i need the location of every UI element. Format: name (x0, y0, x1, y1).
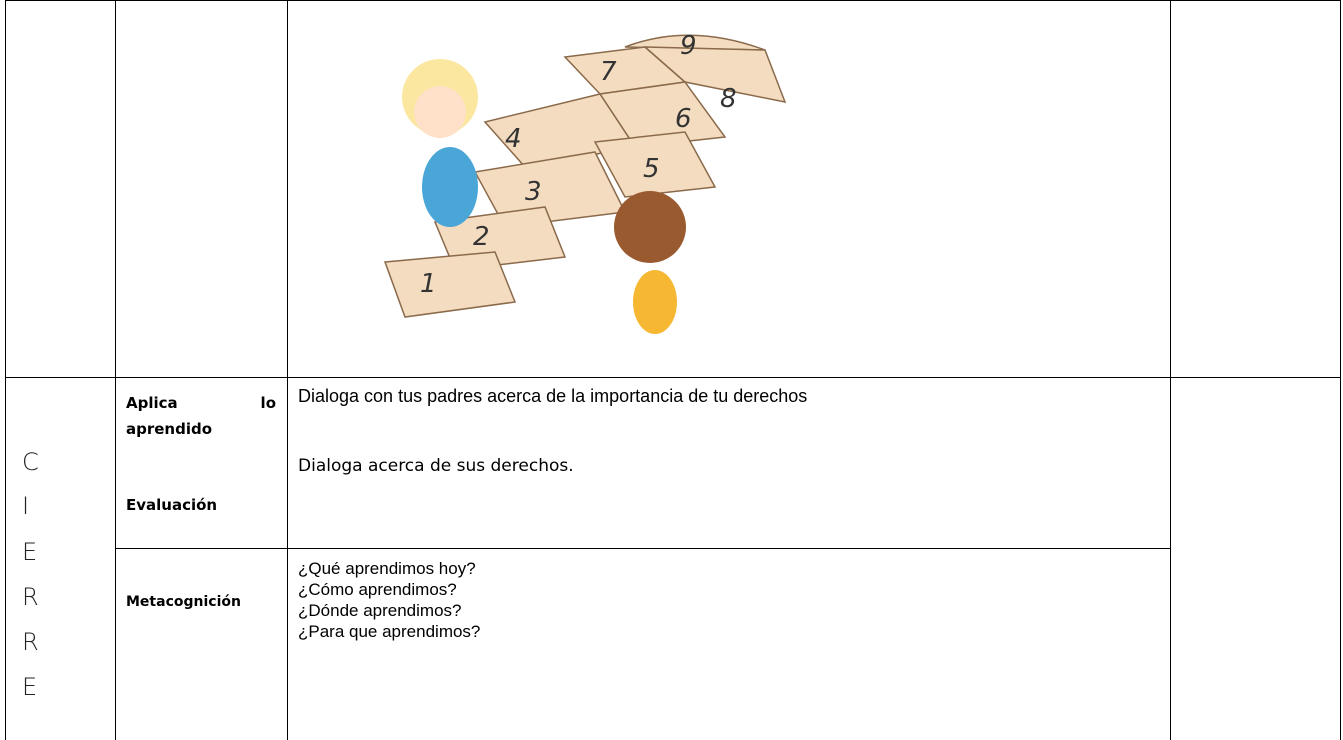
activity-text: Dialoga con tus padres acerca de la impo… (298, 386, 808, 406)
rule (5, 0, 1341, 1)
rule (115, 548, 1170, 549)
rule (287, 0, 288, 740)
activity-text: Dialoga acerca de sus derechos. (298, 456, 574, 476)
activity-text: ¿Qué aprendimos hoy? (298, 559, 476, 578)
tile-number: 1 (420, 269, 437, 299)
rule (1340, 0, 1341, 740)
activity-text: ¿Dónde aprendimos? (298, 601, 462, 620)
tile-number: 3 (525, 177, 542, 207)
hopscotch-illustration: 1 2 3 4 5 6 7 8 9 (383, 31, 787, 334)
tile-number: 8 (720, 84, 737, 114)
tile (642, 46, 787, 104)
tile-number: 7 (600, 57, 617, 87)
stage-letter: E (22, 673, 38, 701)
girl (614, 191, 686, 334)
stage-letter: E (22, 538, 38, 566)
stage-letter: R (22, 628, 39, 656)
stage-letter: I (22, 492, 30, 520)
tile-number: 9 (680, 31, 697, 61)
tile (383, 251, 517, 318)
rule (1170, 0, 1171, 740)
tile (624, 34, 766, 51)
tile-number: 5 (643, 154, 660, 184)
tile (593, 131, 717, 198)
stage-letter: R (22, 583, 39, 611)
section-label: Evaluación (126, 496, 218, 514)
tile-number: 2 (473, 222, 490, 252)
tile-number: 4 (505, 124, 522, 154)
section-label: Metacognición (126, 594, 241, 610)
activity-text: ¿Para que aprendimos? (298, 622, 481, 641)
girl (402, 59, 478, 227)
rule (5, 0, 6, 740)
stage-letter: C (22, 448, 39, 476)
activity-text: ¿Cómo aprendimos? (298, 580, 457, 599)
tile-number: 6 (675, 104, 692, 134)
rule (5, 377, 1341, 378)
rule (115, 0, 116, 740)
section-label: Aplica lo aprendido (126, 394, 276, 438)
